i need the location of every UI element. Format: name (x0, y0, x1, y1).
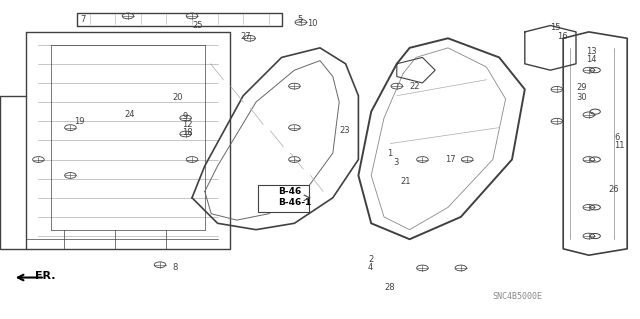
Text: 7: 7 (80, 15, 85, 24)
Text: SNC4B5000E: SNC4B5000E (493, 292, 543, 301)
Text: 13: 13 (586, 47, 596, 56)
Text: 27: 27 (240, 32, 251, 41)
Text: B-46-1: B-46-1 (278, 198, 312, 207)
Text: 17: 17 (445, 155, 456, 164)
Text: 14: 14 (586, 55, 596, 63)
Text: 22: 22 (410, 82, 420, 91)
Text: 4: 4 (368, 263, 373, 272)
Text: 16: 16 (557, 32, 568, 41)
Text: 3: 3 (394, 158, 399, 167)
FancyBboxPatch shape (258, 185, 309, 212)
Text: 23: 23 (339, 126, 350, 135)
Text: 9: 9 (182, 112, 188, 121)
Text: 15: 15 (550, 23, 561, 32)
Text: 10: 10 (307, 19, 317, 28)
Text: 29: 29 (576, 83, 586, 92)
Text: 20: 20 (173, 93, 183, 102)
Text: 24: 24 (125, 110, 135, 119)
Text: 25: 25 (192, 21, 202, 30)
Text: 30: 30 (576, 93, 587, 102)
Text: FR.: FR. (35, 271, 56, 281)
Text: 19: 19 (74, 117, 84, 126)
Text: 1: 1 (387, 149, 392, 158)
Text: 2: 2 (368, 256, 373, 264)
Text: 21: 21 (400, 177, 410, 186)
Text: B-46: B-46 (278, 187, 301, 196)
Text: 5: 5 (298, 15, 303, 24)
Text: 26: 26 (608, 185, 619, 194)
Text: 6: 6 (614, 133, 620, 142)
Text: 18: 18 (182, 128, 193, 137)
Text: 12: 12 (182, 120, 193, 129)
Text: 11: 11 (614, 141, 625, 150)
Text: 8: 8 (173, 263, 178, 272)
Text: 28: 28 (384, 283, 395, 292)
